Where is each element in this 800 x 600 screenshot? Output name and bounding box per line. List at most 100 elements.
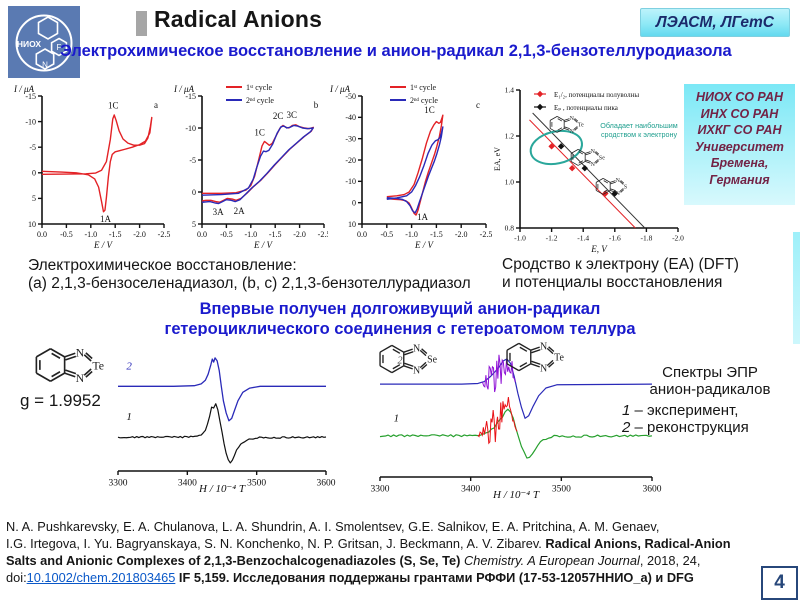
- cv-caption: Электрохимическое восстановление: (a) 2,…: [28, 257, 471, 294]
- svg-text:N: N: [76, 345, 85, 359]
- svg-text:E / V: E / V: [414, 240, 434, 250]
- epr-note-num1: 1: [622, 402, 631, 419]
- epr-spectra-se-te-plot: 3300 3400 3500 3600 2 1 H / 10⁻⁴ T: [366, 336, 664, 501]
- svg-text:Te: Te: [92, 358, 104, 372]
- svg-text:1C: 1C: [108, 100, 119, 110]
- citation-text: , 2018, 24,: [639, 553, 701, 568]
- svg-text:-30: -30: [345, 134, 356, 143]
- citation-text: N. A. Pushkarevsky, E. A. Chulanova, L. …: [6, 519, 660, 534]
- epr-note-num2: 2: [622, 419, 631, 436]
- logo-hexagon-bottom: [35, 48, 55, 70]
- svg-text:-0.5: -0.5: [220, 230, 233, 239]
- epr-note: Спектры ЭПР анион-радикалов 1 – эксперим…: [622, 364, 798, 436]
- citation-text: doi:: [6, 570, 27, 585]
- svg-text:c: c: [476, 100, 480, 110]
- svg-text:E / V: E / V: [93, 240, 113, 250]
- svg-text:-20: -20: [345, 156, 356, 165]
- svg-text:1.0: 1.0: [505, 178, 515, 187]
- svg-text:2C: 2C: [273, 111, 284, 121]
- svg-text:-1.0: -1.0: [84, 230, 97, 239]
- svg-text:-1.5: -1.5: [430, 230, 443, 239]
- molecule-structure-te: NN Te: [35, 345, 104, 385]
- svg-text:-2.5: -2.5: [318, 230, 331, 239]
- logo-n-text: N: [42, 61, 48, 70]
- affiliation-line: ИНХ СО РАН: [700, 106, 779, 121]
- ea-annotation: Обладает наибольшим сродством к электрон…: [595, 121, 683, 140]
- logo-hexagon-right: [50, 37, 68, 57]
- svg-text:1ˢᵗ cycle: 1ˢᵗ cycle: [410, 83, 437, 92]
- svg-text:-1.2: -1.2: [546, 234, 558, 243]
- logo-hexagon-top: [37, 16, 59, 40]
- ea-annotation-line1: Обладает наибольшим: [600, 121, 678, 130]
- title-accent-block: [136, 11, 147, 36]
- highlight-line2: гетероциклического соединения с гетероат…: [164, 320, 636, 339]
- ea-annotation-line2: сродством к электрону: [600, 130, 678, 140]
- svg-text:a: a: [154, 100, 158, 110]
- svg-text:-1.6: -1.6: [609, 234, 621, 243]
- svg-text:-1.8: -1.8: [640, 234, 652, 243]
- svg-text:b: b: [314, 100, 319, 110]
- citation-text: IF 5,159. Исследования поддержаны гранта…: [175, 570, 694, 585]
- svg-text:1: 1: [126, 411, 132, 423]
- citation-line: I.G. Irtegova, I. Yu. Bagryanskaya, S. N…: [6, 536, 798, 551]
- epr-note-text2: – реконструкция: [630, 419, 749, 436]
- affiliation-line: Германия: [709, 172, 770, 187]
- highlight-line1: Впервые получен долгоживущий анион-радик…: [199, 300, 601, 318]
- svg-text:EA, eV: EA, eV: [493, 147, 502, 171]
- citation-line: Salts and Anionic Complexes of 2,1,3-Ben…: [6, 553, 798, 568]
- svg-text:0.0: 0.0: [197, 230, 207, 239]
- svg-text:0.0: 0.0: [357, 230, 367, 239]
- svg-text:0.0: 0.0: [37, 230, 47, 239]
- logo-org-text: НИОХ: [17, 39, 42, 49]
- svg-text:10: 10: [348, 220, 356, 229]
- lab-badge: ЛЭАСМ, ЛГетС: [640, 8, 790, 37]
- svg-text:1A: 1A: [417, 212, 429, 222]
- svg-text:N: N: [76, 371, 85, 385]
- citation-text: Salts and Anionic Complexes of 2,1,3-Ben…: [6, 553, 464, 568]
- svg-text:2: 2: [397, 355, 402, 366]
- g-factor-value: g = 1.9952: [20, 391, 101, 410]
- svg-text:E, V: E, V: [590, 244, 608, 254]
- citation-line: N. A. Pushkarevsky, E. A. Chulanova, L. …: [6, 519, 798, 534]
- svg-text:1: 1: [394, 413, 400, 425]
- svg-text:E / V: E / V: [253, 240, 273, 250]
- svg-text:-2.0: -2.0: [133, 230, 146, 239]
- epr-note-line2: анион-радикалов: [649, 381, 771, 398]
- edge-decoration: [793, 232, 800, 344]
- svg-text:1ˢᵗ cycle: 1ˢᵗ cycle: [246, 83, 273, 92]
- svg-text:3400: 3400: [178, 479, 197, 489]
- svg-text:-1.0: -1.0: [514, 234, 526, 243]
- svg-text:I / μA: I / μA: [13, 84, 35, 94]
- svg-text:E₁/₂, потенциалы полуволны: E₁/₂, потенциалы полуволны: [554, 91, 639, 99]
- citation-text: Radical Anions, Radical-Anion: [545, 536, 731, 551]
- svg-text:3C: 3C: [287, 110, 298, 120]
- svg-text:-2.0: -2.0: [293, 230, 306, 239]
- doi-link[interactable]: 10.1002/chem.201803465: [26, 570, 176, 585]
- logo-f-text: F: [57, 43, 62, 52]
- epr-note-line1: Спектры ЭПР: [662, 364, 758, 381]
- svg-text:2A: 2A: [234, 206, 246, 216]
- svg-text:3500: 3500: [552, 485, 571, 495]
- cv-caption-line1: Электрохимическое восстановление:: [28, 257, 297, 274]
- citation-line: doi:10.1002/chem.201803465 IF 5,159. Исс…: [6, 570, 798, 585]
- affiliation-line: НИОХ СО РАН: [695, 90, 784, 104]
- svg-text:-1.5: -1.5: [269, 230, 282, 239]
- svg-text:-5: -5: [29, 143, 36, 152]
- citation-text: Chemistry. A European Journal: [463, 553, 640, 568]
- affiliation-line: Университет: [695, 139, 784, 154]
- svg-text:-2.0: -2.0: [672, 234, 684, 243]
- ea-caption: Сродство к электрону (EA) (DFT) и потенц…: [502, 256, 739, 293]
- svg-text:-50: -50: [345, 92, 356, 101]
- slide-subtitle: Электрохимическое восстановление и анион…: [60, 42, 732, 60]
- ea-caption-line1: Сродство к электрону (EA) (DFT): [502, 256, 739, 273]
- svg-text:-10: -10: [345, 177, 356, 186]
- niox-institute-logo: НИОХ F N: [8, 6, 80, 78]
- svg-text:5: 5: [32, 194, 36, 203]
- svg-text:-15: -15: [185, 92, 196, 101]
- svg-text:Eₚ , потенциалы пика: Eₚ , потенциалы пика: [554, 104, 619, 112]
- svg-text:I / μA: I / μA: [173, 84, 195, 94]
- svg-text:-1.0: -1.0: [244, 230, 257, 239]
- affiliations-box: НИОХ СО РАН ИНХ СО РАН ИХКГ СО РАН Униве…: [684, 84, 795, 205]
- affiliation-line: Бремена,: [710, 156, 769, 170]
